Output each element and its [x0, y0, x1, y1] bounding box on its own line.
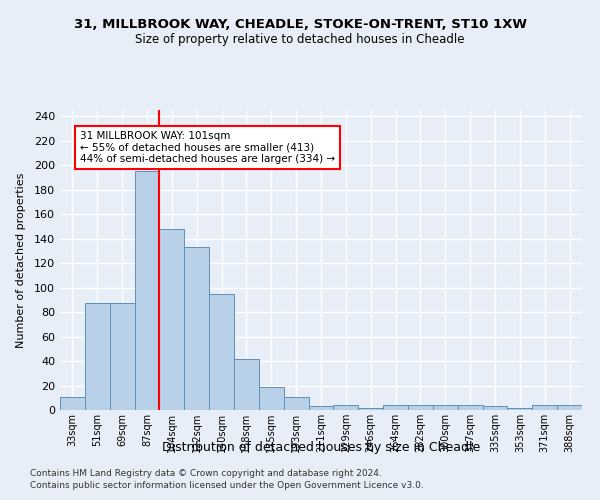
Bar [383, 405, 408, 410]
Bar [408, 405, 433, 410]
Bar [284, 396, 308, 410]
Bar [209, 294, 234, 410]
Bar [308, 406, 334, 410]
Bar [482, 406, 508, 410]
Bar [134, 171, 160, 410]
Bar [234, 358, 259, 410]
Bar [259, 386, 284, 410]
Text: Size of property relative to detached houses in Cheadle: Size of property relative to detached ho… [135, 32, 465, 46]
Bar [60, 396, 85, 410]
Text: Distribution of detached houses by size in Cheadle: Distribution of detached houses by size … [162, 441, 480, 454]
Bar [110, 304, 134, 410]
Bar [184, 247, 209, 410]
Bar [458, 405, 482, 410]
Bar [160, 229, 184, 410]
Bar [557, 405, 582, 410]
Bar [334, 405, 358, 410]
Bar [358, 408, 383, 410]
Bar [85, 304, 110, 410]
Bar [532, 405, 557, 410]
Bar [508, 408, 532, 410]
Y-axis label: Number of detached properties: Number of detached properties [16, 172, 26, 348]
Text: Contains public sector information licensed under the Open Government Licence v3: Contains public sector information licen… [30, 481, 424, 490]
Text: 31, MILLBROOK WAY, CHEADLE, STOKE-ON-TRENT, ST10 1XW: 31, MILLBROOK WAY, CHEADLE, STOKE-ON-TRE… [74, 18, 527, 30]
Text: 31 MILLBROOK WAY: 101sqm
← 55% of detached houses are smaller (413)
44% of semi-: 31 MILLBROOK WAY: 101sqm ← 55% of detach… [80, 131, 335, 164]
Text: Contains HM Land Registry data © Crown copyright and database right 2024.: Contains HM Land Registry data © Crown c… [30, 468, 382, 477]
Bar [433, 405, 458, 410]
